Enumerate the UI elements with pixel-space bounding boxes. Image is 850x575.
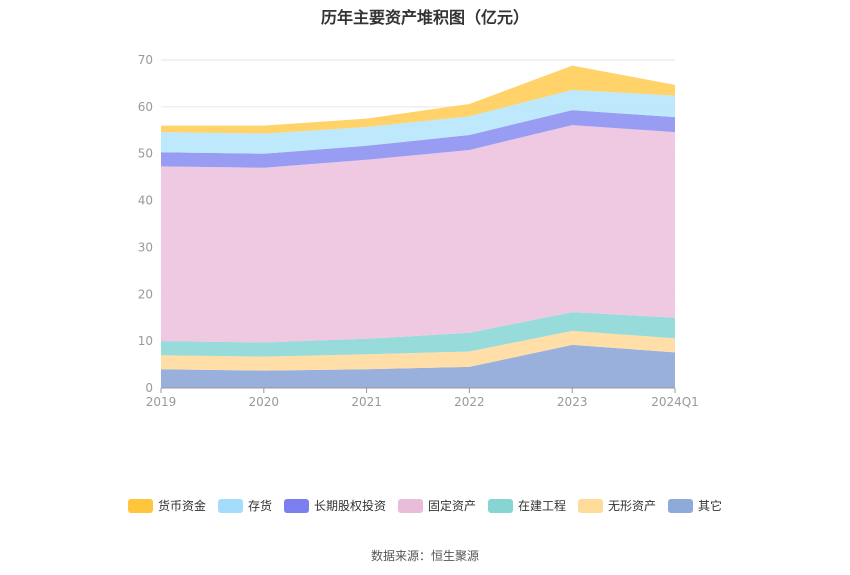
legend-item[interactable]: 其它 xyxy=(668,497,722,514)
legend-swatch xyxy=(668,498,694,513)
x-tick-label: 2022 xyxy=(454,395,485,409)
area-存货 xyxy=(161,89,675,154)
data-source-note: 数据来源：恒生聚源 xyxy=(370,549,479,563)
y-tick-label: 0 xyxy=(145,381,153,395)
legend-swatch xyxy=(283,498,309,513)
area-在建工程 xyxy=(161,312,675,357)
y-tick-label: 60 xyxy=(138,100,153,114)
y-tick-label: 50 xyxy=(138,147,153,161)
legend-label: 其它 xyxy=(698,499,723,513)
legend-label: 货币资金 xyxy=(157,499,206,513)
y-tick-label: 10 xyxy=(138,334,153,348)
x-tick-label: 2020 xyxy=(249,395,280,409)
area-货币资金 xyxy=(161,65,675,134)
legend-label: 存货 xyxy=(247,499,272,513)
y-tick-label: 20 xyxy=(138,287,153,301)
chart-title: 历年主要资产堆积图（亿元） xyxy=(320,8,529,27)
legend-swatch xyxy=(127,498,153,513)
legend-label: 在建工程 xyxy=(518,499,567,513)
legend-item[interactable]: 在建工程 xyxy=(488,497,566,514)
area-series xyxy=(161,65,675,388)
area-长期股权投资 xyxy=(161,110,675,168)
legend-swatch xyxy=(397,498,423,513)
area-固定资产 xyxy=(161,125,675,343)
area-其它 xyxy=(161,344,675,388)
legend-swatch xyxy=(578,498,604,513)
y-tick-label: 30 xyxy=(138,240,153,254)
legend: 货币资金 存货 长期股权投资 固定资产 在建工程 无形资产 其它 xyxy=(0,497,850,514)
area-无形资产 xyxy=(161,330,675,371)
x-tick-label: 2024Q1 xyxy=(651,395,699,409)
y-tick-label: 70 xyxy=(138,53,153,67)
x-tick-label: 2021 xyxy=(351,395,382,409)
legend-swatch xyxy=(217,498,243,513)
legend-label: 固定资产 xyxy=(427,499,476,513)
legend-label: 无形资产 xyxy=(608,499,657,513)
x-tick-label: 2019 xyxy=(146,395,177,409)
legend-label: 长期股权投资 xyxy=(313,499,386,513)
legend-swatch xyxy=(488,498,513,513)
legend-item[interactable]: 长期股权投资 xyxy=(283,497,386,514)
legend-item[interactable]: 货币资金 xyxy=(127,497,206,514)
legend-item[interactable]: 无形资产 xyxy=(578,497,656,514)
axes: 0 10 20 30 40 50 60 70 2019 2020 2021 2022 2023 2024Q… xyxy=(138,53,699,409)
legend-item[interactable]: 存货 xyxy=(217,497,272,514)
y-tick-label: 40 xyxy=(138,194,153,208)
legend-item[interactable]: 固定资产 xyxy=(397,497,476,514)
x-tick-label: 2023 xyxy=(557,395,588,409)
